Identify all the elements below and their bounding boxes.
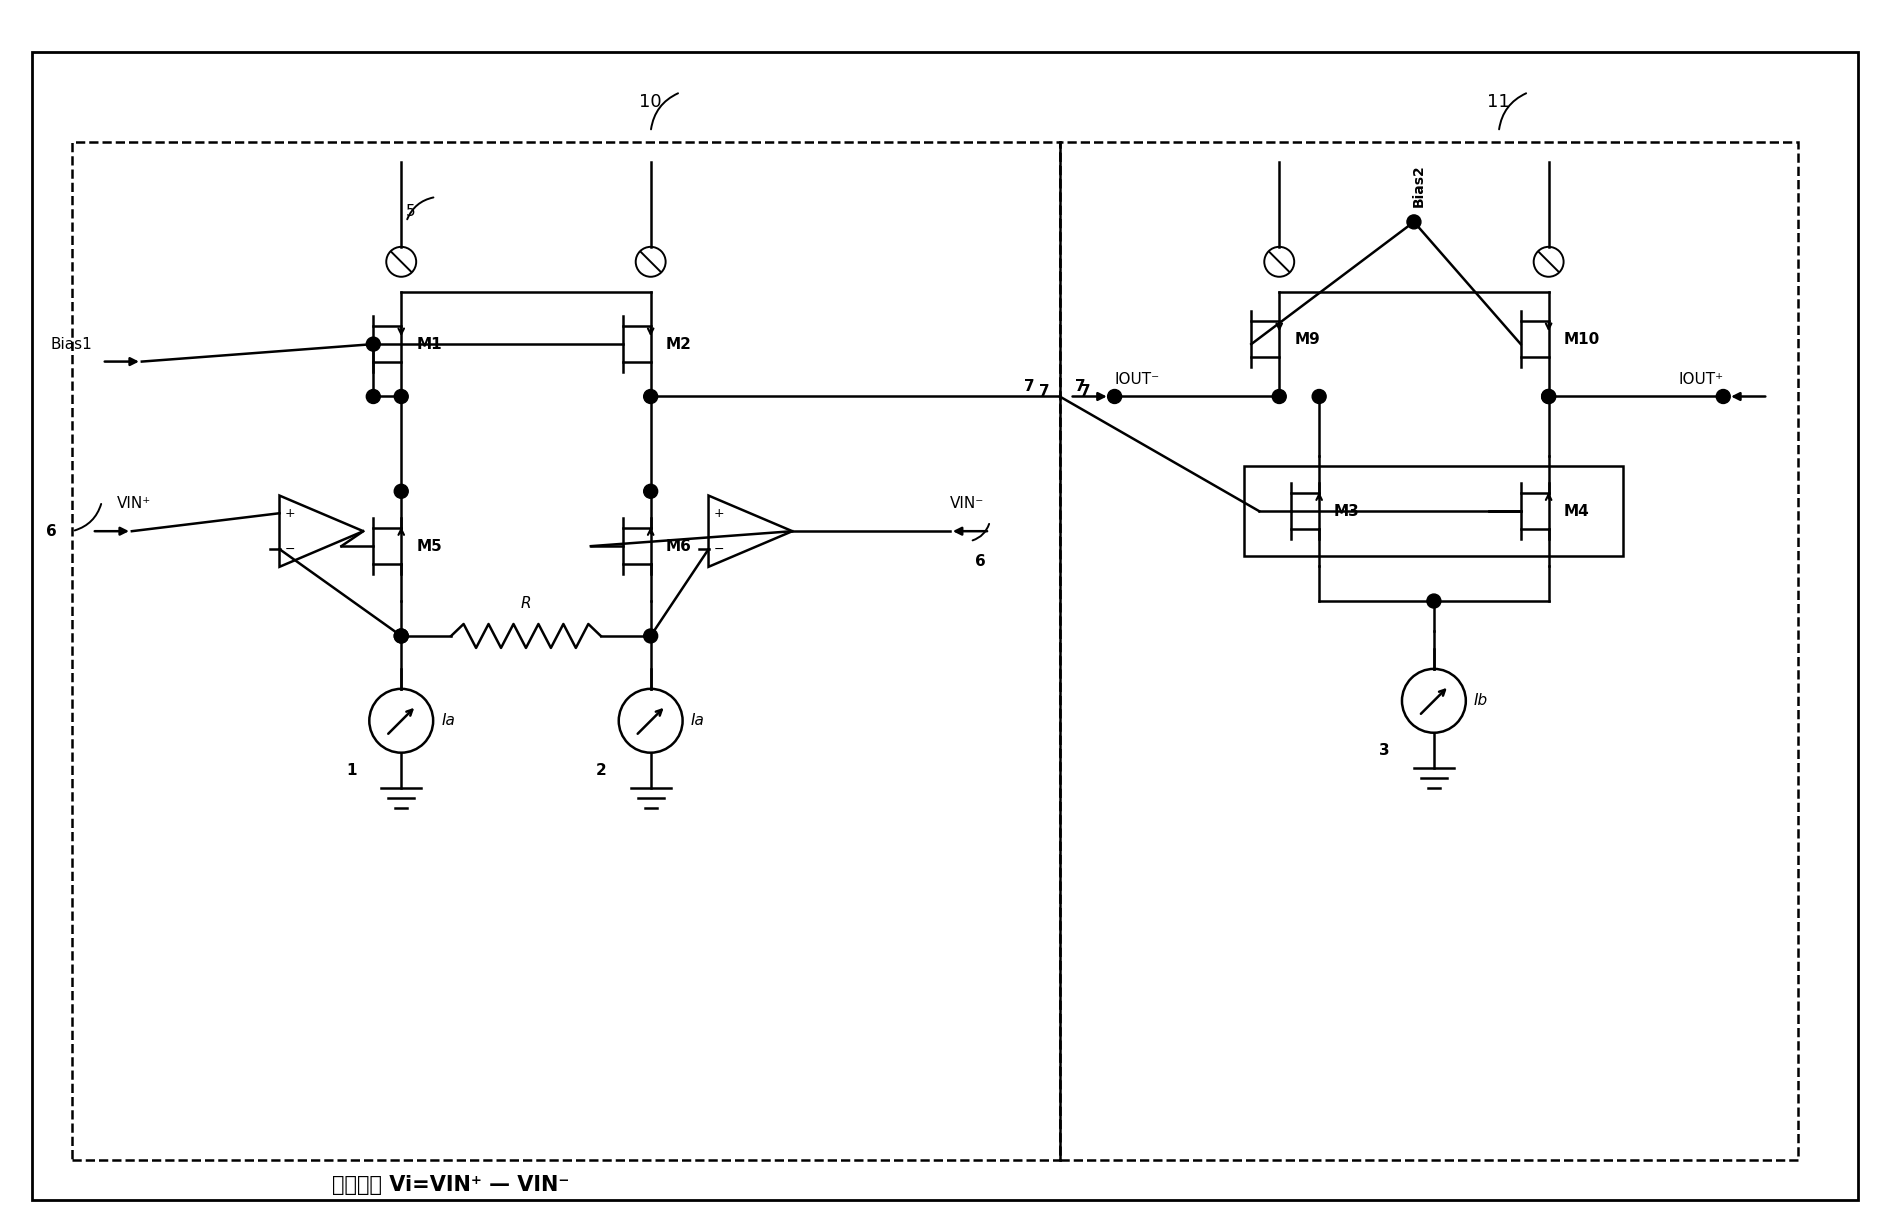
Circle shape (1717, 389, 1730, 404)
Text: IOUT⁻: IOUT⁻ (1115, 372, 1160, 387)
Circle shape (367, 337, 380, 351)
Bar (72, 142, 1060, 1160)
Circle shape (394, 389, 409, 404)
Text: M6: M6 (666, 539, 691, 554)
Circle shape (1312, 389, 1327, 404)
Bar (1060, 142, 1798, 1160)
Text: Bias1: Bias1 (51, 336, 93, 352)
Text: 6: 6 (975, 554, 984, 569)
Text: M2: M2 (666, 336, 691, 352)
Text: VIN⁻: VIN⁻ (950, 496, 984, 511)
Text: R: R (521, 596, 532, 611)
Text: 7: 7 (1075, 379, 1085, 394)
Circle shape (1427, 595, 1441, 608)
Circle shape (1406, 215, 1422, 229)
Text: 7: 7 (1039, 384, 1051, 399)
Circle shape (1107, 389, 1123, 404)
Circle shape (1272, 389, 1285, 404)
Text: 2: 2 (596, 763, 606, 778)
Text: 3: 3 (1378, 742, 1389, 758)
Circle shape (644, 629, 657, 643)
Text: IOUT⁺: IOUT⁺ (1677, 372, 1723, 387)
Text: 10: 10 (640, 94, 663, 111)
Text: M9: M9 (1295, 331, 1319, 347)
Text: M10: M10 (1564, 331, 1600, 347)
Text: M4: M4 (1564, 503, 1590, 518)
Text: 1: 1 (346, 763, 356, 778)
Text: 7: 7 (1024, 379, 1035, 394)
Text: M3: M3 (1335, 503, 1359, 518)
Circle shape (394, 629, 409, 643)
Circle shape (1541, 389, 1556, 404)
Text: 7: 7 (1079, 384, 1090, 399)
Text: Ia: Ia (441, 713, 454, 729)
Text: −: − (714, 543, 723, 555)
Circle shape (394, 484, 409, 499)
Text: 11: 11 (1488, 94, 1511, 111)
Circle shape (644, 389, 657, 404)
Text: Ib: Ib (1475, 693, 1488, 708)
Text: Ia: Ia (691, 713, 704, 729)
Text: M1: M1 (416, 336, 441, 352)
Circle shape (1541, 389, 1556, 404)
Text: Bias2: Bias2 (1412, 164, 1425, 207)
Text: +: + (284, 507, 295, 519)
Text: 6: 6 (45, 523, 57, 539)
Text: VIN⁺: VIN⁺ (117, 496, 151, 511)
Circle shape (644, 484, 657, 499)
Text: −: − (284, 543, 295, 555)
Text: +: + (714, 507, 723, 519)
Circle shape (367, 389, 380, 404)
Text: 输入电压 Vi=VIN⁺ — VIN⁻: 输入电压 Vi=VIN⁺ — VIN⁻ (333, 1174, 570, 1195)
Bar (1244, 467, 1624, 556)
Text: M5: M5 (416, 539, 441, 554)
Text: 5: 5 (407, 204, 416, 219)
Circle shape (394, 629, 409, 643)
